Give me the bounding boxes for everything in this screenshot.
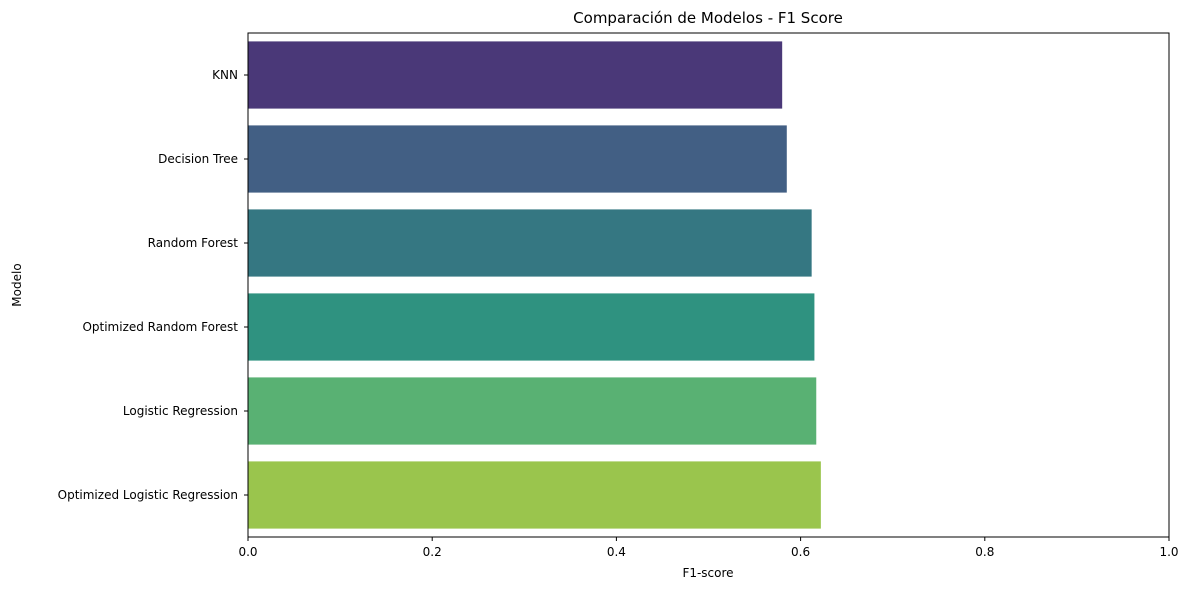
y-tick-label: Decision Tree (158, 152, 238, 166)
chart-title: Comparación de Modelos - F1 Score (573, 9, 843, 27)
bar (248, 461, 821, 529)
x-tick-label: 0.4 (607, 545, 626, 559)
y-tick-label: Logistic Regression (123, 404, 238, 418)
x-tick-label: 0.0 (238, 545, 257, 559)
x-axis-label: F1-score (682, 566, 733, 580)
y-axis-ticks: KNN Decision Tree Random Forest Optimized R… (58, 68, 248, 502)
y-axis-label: Modelo (10, 263, 24, 306)
y-tick-label: KNN (212, 68, 238, 82)
plot-frame (247, 32, 1170, 538)
x-tick-label: 0.2 (423, 545, 442, 559)
x-tick-label: 1.0 (1159, 545, 1178, 559)
x-axis-ticks: 0.0 0.2 0.4 0.6 0.8 1.0 (238, 537, 1179, 559)
bars-layer (248, 41, 821, 529)
y-tick-label: Random Forest (148, 236, 239, 250)
bar (248, 293, 815, 361)
bar (248, 209, 812, 277)
bar (248, 377, 817, 445)
x-tick-label: 0.6 (791, 545, 810, 559)
y-tick-label: Optimized Random Forest (82, 320, 238, 334)
x-tick-label: 0.8 (975, 545, 994, 559)
y-tick-label: Optimized Logistic Regression (58, 488, 238, 502)
bar (248, 41, 783, 109)
bar (248, 125, 787, 193)
